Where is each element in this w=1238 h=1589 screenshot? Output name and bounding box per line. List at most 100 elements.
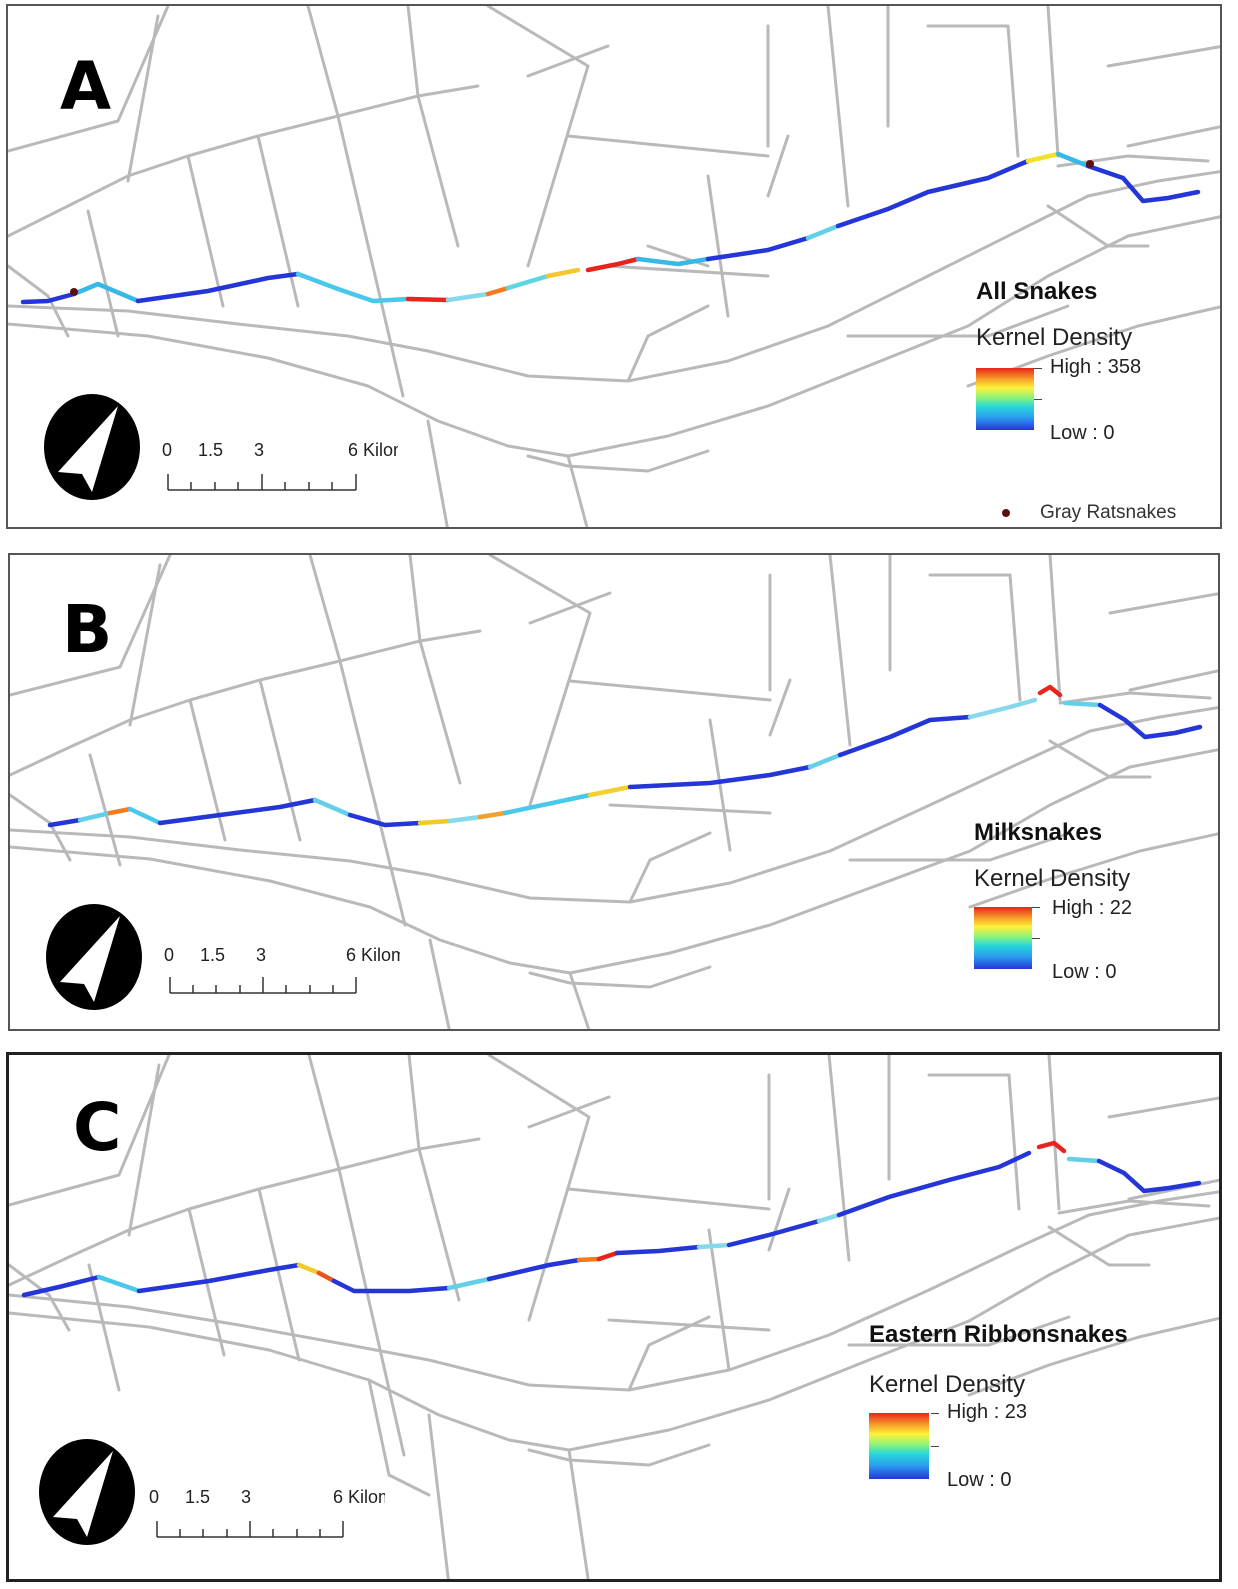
- scale-label: 6 Kilometers: [333, 1487, 385, 1507]
- trail-segment: [445, 291, 491, 303]
- trail-segment: [347, 812, 423, 828]
- trail-segment: [545, 267, 581, 279]
- trail-segment: [1085, 163, 1201, 204]
- trail-segment: [627, 764, 813, 790]
- trail-segment: [696, 1242, 732, 1250]
- trail-segment: [837, 714, 973, 758]
- north-arrow-icon: [44, 394, 140, 500]
- trail-segment: [502, 792, 593, 816]
- legend-subtitle: Kernel Density: [974, 865, 1131, 892]
- north-arrow-icon: [39, 1439, 135, 1545]
- trail-segment: [635, 256, 711, 267]
- panel-label: B: [62, 591, 113, 668]
- legend-subtitle: Kernel Density: [869, 1371, 1026, 1398]
- point-symbol: [1002, 508, 1010, 517]
- trail-segment: [485, 285, 511, 297]
- trail-segment: [576, 1256, 602, 1263]
- road-network: [9, 1055, 1219, 1579]
- scale-label: 3: [254, 440, 264, 460]
- legend: Eastern Ribbonsnakes Kernel Density High…: [867, 1319, 1217, 1569]
- trail-segment: [71, 281, 141, 304]
- trail-segment: [477, 810, 508, 820]
- trail-segment: [805, 223, 841, 241]
- trail-segment: [135, 271, 301, 304]
- scale-label: 0: [164, 945, 174, 965]
- map-panel-c: C 0 1.5 3 6 Kilometers Eastern Ribbonsna…: [6, 1052, 1222, 1582]
- trail-segment: [1055, 151, 1091, 169]
- trail-segment: [1036, 1140, 1067, 1154]
- map-canvas: [8, 6, 1220, 527]
- map-panel-a: A 0 1.5 3 6 Kilometers All Snakes Kernel…: [6, 4, 1222, 529]
- points-key-label: Gray Ratsnakes: [1040, 502, 1177, 523]
- density-trail: [47, 684, 1203, 828]
- trail-segment: [157, 797, 318, 826]
- trail-segment: [726, 1218, 822, 1248]
- trail-segment: [20, 291, 77, 305]
- scale-label: 0: [162, 440, 172, 460]
- legend-subtitle: Kernel Density: [976, 324, 1133, 351]
- trail-segment: [1037, 684, 1063, 698]
- scale-label: 6 Kilometers: [348, 440, 398, 460]
- legend-title: Eastern Ribbonsnakes: [869, 1321, 1128, 1348]
- legend-title: All Snakes: [976, 278, 1098, 305]
- trail-segment: [447, 814, 483, 824]
- trail-segment: [1066, 1156, 1102, 1164]
- trail-segment: [96, 1274, 142, 1294]
- scale-bar: 0 1.5 3 6 Kilometers: [149, 1487, 385, 1538]
- trail-segment: [296, 1262, 322, 1276]
- legend-low: Low : 0: [947, 1469, 1012, 1491]
- map-canvas: [9, 1055, 1219, 1579]
- trail-segment: [136, 1262, 302, 1294]
- trail-segment: [967, 697, 1038, 720]
- legend-low: Low : 0: [1052, 961, 1117, 983]
- trail-segment: [295, 271, 411, 304]
- map-panel-b: B 0 1.5 3 6 Kilometers Milksnakes Kernel…: [8, 553, 1220, 1031]
- legend: All Snakes Kernel Density High : 358 Low…: [974, 276, 1214, 526]
- scale-label: 1.5: [198, 440, 223, 460]
- trail-segment: [816, 1212, 842, 1224]
- trail-segment: [596, 1250, 620, 1262]
- scale-label: 0: [149, 1487, 159, 1507]
- north-arrow-icon: [46, 904, 142, 1010]
- trail-segment: [486, 1257, 582, 1282]
- trail-segment: [127, 806, 163, 826]
- trail-segment: [1025, 151, 1061, 164]
- trail-segment: [405, 296, 451, 303]
- color-ramp: [976, 368, 1034, 430]
- legend-high: High : 358: [1050, 356, 1142, 378]
- legend-high: High : 22: [1052, 897, 1133, 919]
- legend-title: Milksnakes: [974, 819, 1103, 846]
- map-canvas: [10, 555, 1218, 1029]
- trail-segment: [1097, 702, 1203, 740]
- scale-label: 3: [241, 1487, 251, 1507]
- trail-segment: [331, 1278, 452, 1294]
- trail-segment: [587, 784, 633, 798]
- ratsnake-point: [1086, 160, 1094, 168]
- scale-bar: 0 1.5 3 6 Kilometers: [162, 440, 398, 491]
- legend-high: High : 23: [947, 1401, 1028, 1423]
- trail-segment: [836, 1150, 1032, 1218]
- panel-label: C: [73, 1089, 122, 1166]
- scale-label: 3: [256, 945, 266, 965]
- trail-segment: [705, 235, 811, 262]
- trail-segment: [316, 1270, 337, 1284]
- road-network: [10, 555, 1218, 1029]
- legend: Milksnakes Kernel Density High : 22 Low …: [972, 817, 1212, 1017]
- trail-segment: [505, 273, 551, 291]
- density-trail: [21, 1140, 1202, 1298]
- trail-segment: [835, 158, 1031, 229]
- trail-segment: [107, 806, 133, 816]
- trail-segment: [614, 1244, 702, 1256]
- legend-low: Low : 0: [1050, 422, 1115, 444]
- scale-bar: 0 1.5 3 6 Kilometers: [164, 945, 400, 994]
- color-ramp: [974, 907, 1032, 969]
- trail-segment: [47, 817, 83, 828]
- trail-segment: [1096, 1158, 1202, 1194]
- trail-segment: [807, 752, 843, 770]
- trail-segment: [417, 818, 453, 826]
- ratsnake-point: [70, 288, 78, 296]
- trail-segment: [77, 810, 113, 823]
- color-ramp: [869, 1413, 929, 1479]
- trail-segment: [446, 1276, 492, 1291]
- scale-label: 6 Kilometers: [346, 945, 400, 965]
